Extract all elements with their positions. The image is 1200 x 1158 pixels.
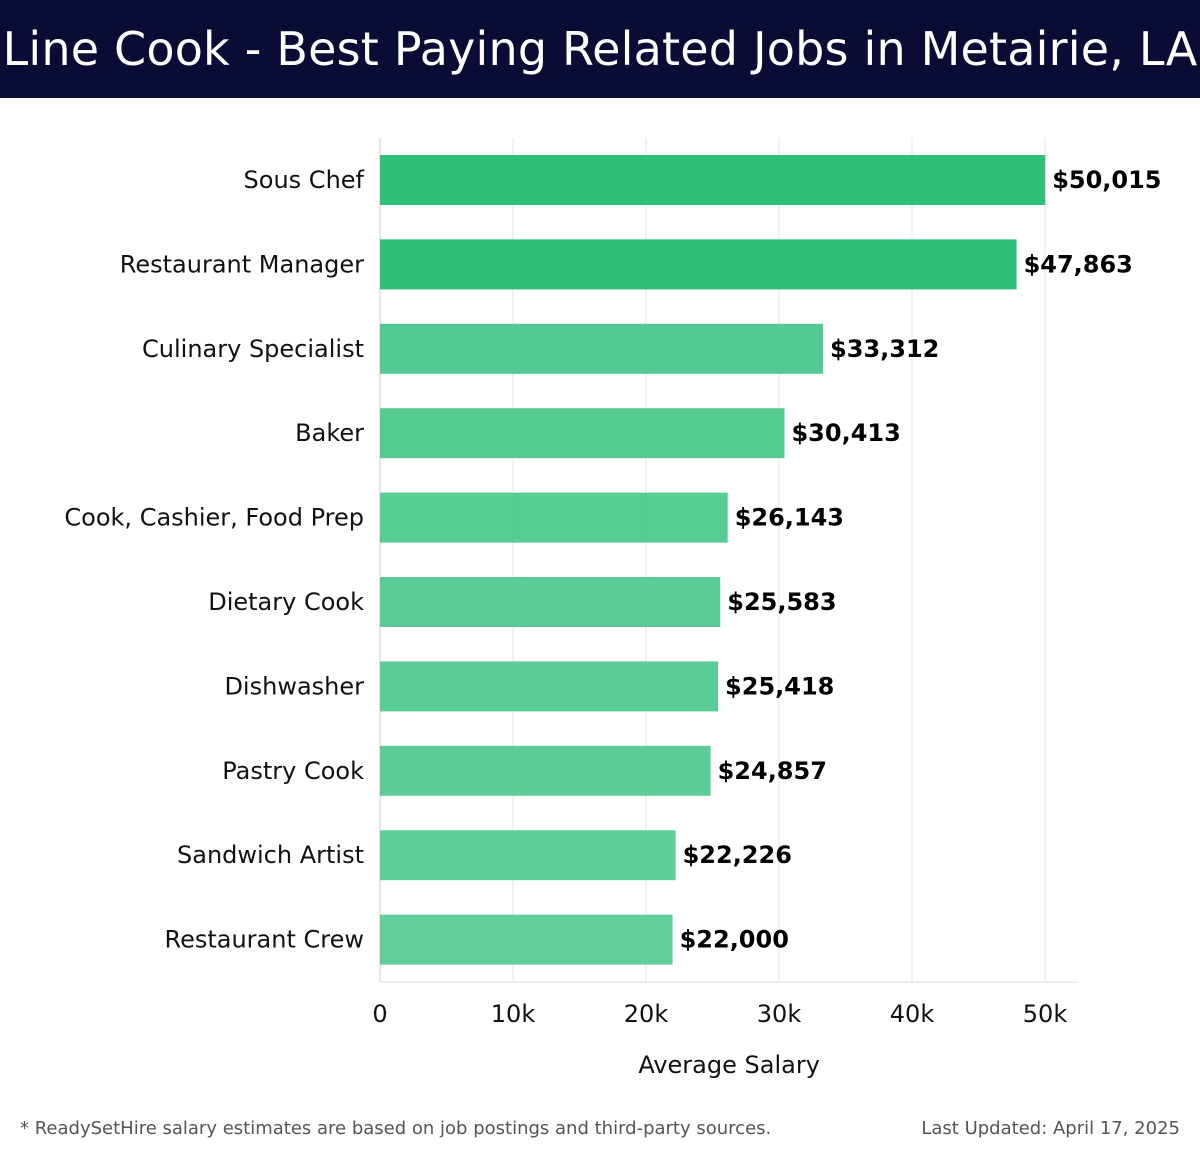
bar bbox=[380, 323, 824, 374]
value-label: $47,863 bbox=[1024, 250, 1133, 278]
chart-header: Line Cook - Best Paying Related Jobs in … bbox=[0, 0, 1200, 98]
bar bbox=[380, 239, 1017, 290]
value-label: $33,312 bbox=[830, 335, 939, 363]
bar bbox=[380, 745, 711, 796]
tick-label: 30k bbox=[757, 1000, 802, 1028]
tick-label: 40k bbox=[890, 1000, 935, 1028]
tick-label: 10k bbox=[491, 1000, 536, 1028]
tick-label: 0 bbox=[372, 1000, 387, 1028]
value-label: $50,015 bbox=[1052, 166, 1161, 194]
category-label: Pastry Cook bbox=[222, 757, 364, 785]
value-label: $25,418 bbox=[725, 672, 834, 700]
bar bbox=[380, 155, 1046, 205]
category-label: Restaurant Manager bbox=[120, 250, 364, 278]
tick-label: 50k bbox=[1023, 1000, 1068, 1028]
category-label: Dietary Cook bbox=[208, 588, 364, 616]
chart-title: Line Cook - Best Paying Related Jobs in … bbox=[2, 22, 1198, 76]
category-label: Sous Chef bbox=[244, 166, 365, 194]
value-label: $22,000 bbox=[680, 926, 789, 954]
category-label: Culinary Specialist bbox=[142, 335, 364, 363]
bar bbox=[380, 661, 719, 712]
category-label: Sandwich Artist bbox=[177, 841, 364, 869]
value-label: $25,583 bbox=[727, 588, 836, 616]
value-label: $30,413 bbox=[791, 419, 900, 447]
tick-label: 20k bbox=[624, 1000, 669, 1028]
bar bbox=[380, 914, 673, 965]
category-label: Restaurant Crew bbox=[164, 926, 364, 954]
category-label: Dishwasher bbox=[224, 672, 364, 700]
bar bbox=[380, 492, 728, 543]
category-label: Cook, Cashier, Food Prep bbox=[64, 504, 364, 532]
footnote: * ReadySetHire salary estimates are base… bbox=[20, 1118, 772, 1139]
value-label: $22,226 bbox=[683, 841, 792, 869]
bar bbox=[380, 577, 721, 627]
bar-chart: Sous Chef $50,015 Restaurant Manager $47,86… bbox=[64, 138, 1162, 1079]
value-label: $24,857 bbox=[718, 757, 827, 785]
value-label: $26,143 bbox=[735, 504, 844, 532]
last-updated: Last Updated: April 17, 2025 bbox=[921, 1118, 1180, 1139]
bar bbox=[380, 408, 785, 459]
bar bbox=[380, 830, 676, 881]
x-axis-label: Average Salary bbox=[638, 1051, 820, 1079]
category-label: Baker bbox=[295, 419, 364, 447]
